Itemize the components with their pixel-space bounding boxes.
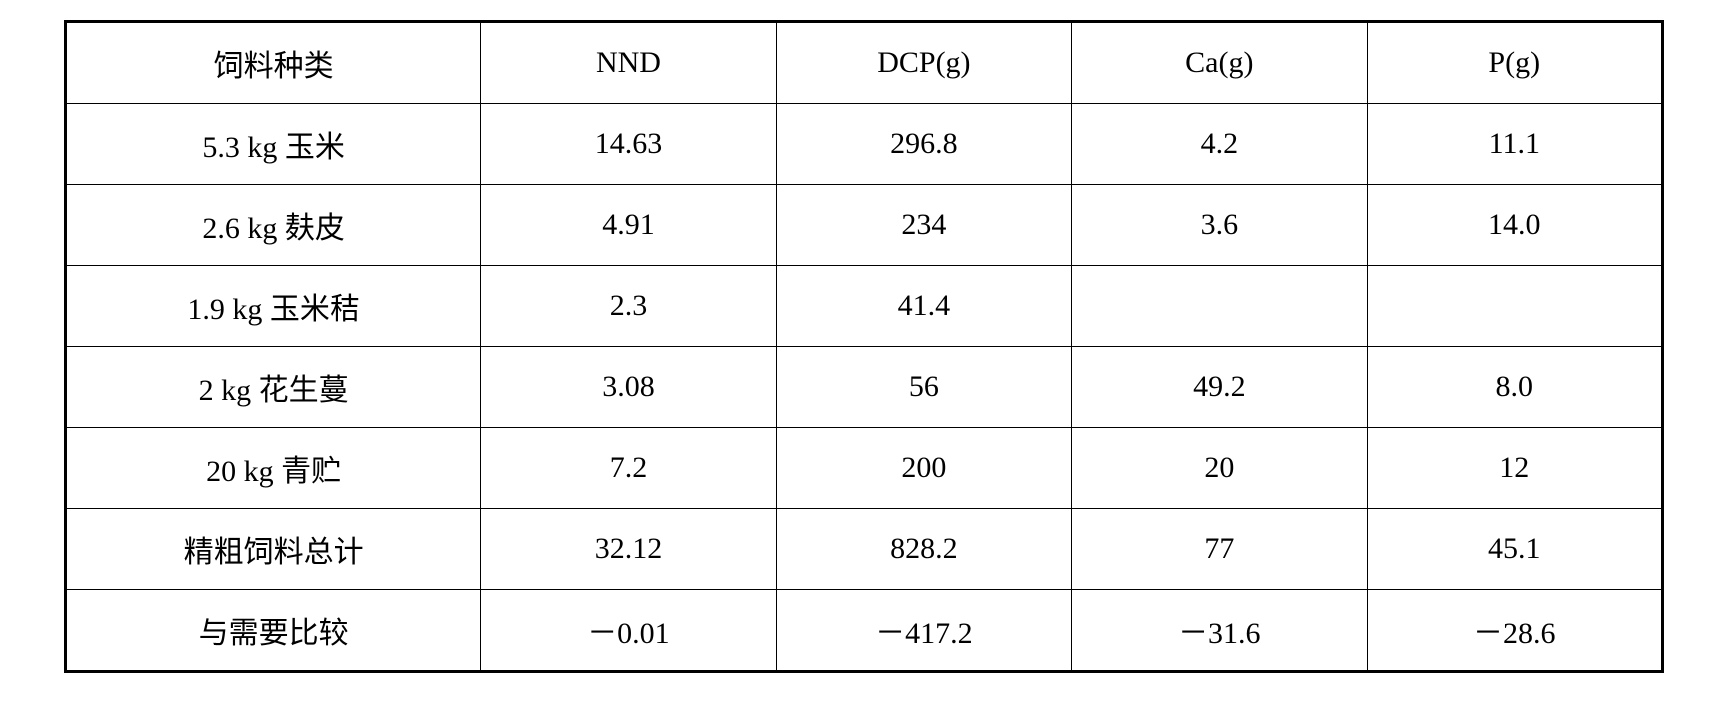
cell-dcp: 200 <box>776 428 1071 509</box>
cell-p <box>1367 266 1662 347</box>
cell-p: 45.1 <box>1367 509 1662 590</box>
table-row: 2.6 kg 麸皮 4.91 234 3.6 14.0 <box>66 185 1663 266</box>
cell-feed-type: 2 kg 花生蔓 <box>66 347 481 428</box>
cell-ca: 49.2 <box>1072 347 1367 428</box>
table-row-comparison: 与需要比较 －0.01 －417.2 －31.6 －28.6 <box>66 590 1663 672</box>
cell-nnd: －0.01 <box>481 590 776 672</box>
col-header-nnd: NND <box>481 22 776 104</box>
cell-p: 12 <box>1367 428 1662 509</box>
cell-dcp: 41.4 <box>776 266 1071 347</box>
table-header-row: 饲料种类 NND DCP(g) Ca(g) P(g) <box>66 22 1663 104</box>
cell-ca: 3.6 <box>1072 185 1367 266</box>
col-header-p: P(g) <box>1367 22 1662 104</box>
cell-nnd: 7.2 <box>481 428 776 509</box>
cell-p: 11.1 <box>1367 104 1662 185</box>
cell-feed-type: 2.6 kg 麸皮 <box>66 185 481 266</box>
cell-feed-type: 与需要比较 <box>66 590 481 672</box>
cell-dcp: －417.2 <box>776 590 1071 672</box>
cell-feed-type: 5.3 kg 玉米 <box>66 104 481 185</box>
cell-nnd: 32.12 <box>481 509 776 590</box>
cell-ca: －31.6 <box>1072 590 1367 672</box>
cell-feed-type: 20 kg 青贮 <box>66 428 481 509</box>
table-row: 1.9 kg 玉米秸 2.3 41.4 <box>66 266 1663 347</box>
col-header-ca: Ca(g) <box>1072 22 1367 104</box>
cell-nnd: 4.91 <box>481 185 776 266</box>
cell-nnd: 3.08 <box>481 347 776 428</box>
cell-p: 8.0 <box>1367 347 1662 428</box>
cell-feed-type: 精粗饲料总计 <box>66 509 481 590</box>
table-row: 5.3 kg 玉米 14.63 296.8 4.2 11.1 <box>66 104 1663 185</box>
cell-dcp: 828.2 <box>776 509 1071 590</box>
feed-nutrition-table: 饲料种类 NND DCP(g) Ca(g) P(g) 5.3 kg 玉米 14.… <box>64 20 1664 673</box>
table-body: 5.3 kg 玉米 14.63 296.8 4.2 11.1 2.6 kg 麸皮… <box>66 104 1663 672</box>
cell-p: 14.0 <box>1367 185 1662 266</box>
cell-dcp: 296.8 <box>776 104 1071 185</box>
col-header-dcp: DCP(g) <box>776 22 1071 104</box>
cell-dcp: 56 <box>776 347 1071 428</box>
cell-ca: 77 <box>1072 509 1367 590</box>
table-row-total: 精粗饲料总计 32.12 828.2 77 45.1 <box>66 509 1663 590</box>
cell-feed-type: 1.9 kg 玉米秸 <box>66 266 481 347</box>
cell-dcp: 234 <box>776 185 1071 266</box>
cell-ca: 4.2 <box>1072 104 1367 185</box>
cell-ca: 20 <box>1072 428 1367 509</box>
col-header-feed-type: 饲料种类 <box>66 22 481 104</box>
table-row: 2 kg 花生蔓 3.08 56 49.2 8.0 <box>66 347 1663 428</box>
cell-p: －28.6 <box>1367 590 1662 672</box>
cell-nnd: 2.3 <box>481 266 776 347</box>
table-row: 20 kg 青贮 7.2 200 20 12 <box>66 428 1663 509</box>
cell-nnd: 14.63 <box>481 104 776 185</box>
cell-ca <box>1072 266 1367 347</box>
